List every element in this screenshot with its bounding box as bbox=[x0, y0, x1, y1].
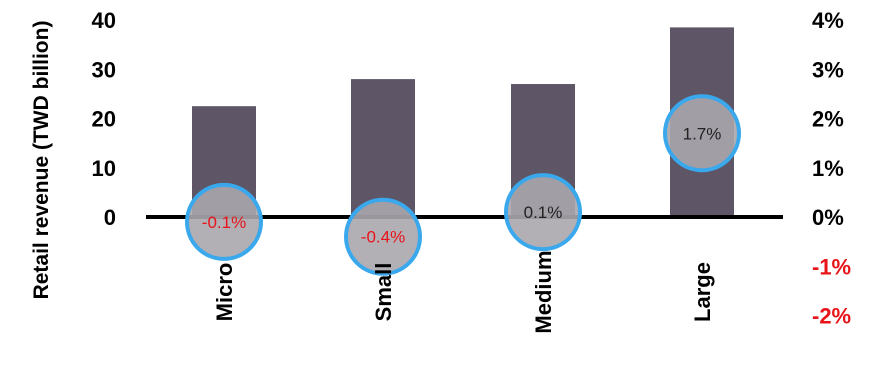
growth-marker-large bbox=[663, 94, 741, 173]
right-tick-label: 0% bbox=[812, 205, 844, 230]
left-axis-ticks: 40 30 20 10 0 bbox=[92, 8, 116, 230]
left-tick-label: 30 bbox=[92, 57, 116, 82]
growth-marker-medium bbox=[504, 173, 582, 252]
markers-group: -0.1% -0.4% 0.1% 1.7% bbox=[185, 94, 741, 276]
right-tick-label: 1% bbox=[812, 156, 844, 181]
growth-marker-small bbox=[344, 197, 422, 276]
bar-small bbox=[351, 79, 415, 217]
category-label-micro: Micro bbox=[212, 263, 237, 322]
category-label-large: Large bbox=[690, 262, 715, 322]
bars-group bbox=[192, 27, 734, 218]
left-tick-label: 10 bbox=[92, 156, 116, 181]
growth-label-medium: 0.1% bbox=[524, 203, 563, 222]
growth-label-small: -0.4% bbox=[361, 228, 405, 247]
left-tick-label: 40 bbox=[92, 8, 116, 33]
right-tick-label: 2% bbox=[812, 107, 844, 132]
category-label-medium: Medium bbox=[531, 250, 556, 333]
right-tick-label: 4% bbox=[812, 8, 844, 33]
growth-marker-micro bbox=[185, 182, 263, 261]
right-axis-ticks: 4% 3% 2% 1% 0% -1% -2% bbox=[812, 8, 851, 329]
y-axis-title: Retail revenue (TWD billion) bbox=[30, 21, 53, 300]
category-labels: Micro Small Medium Large bbox=[212, 250, 715, 333]
right-tick-label: 3% bbox=[812, 57, 844, 82]
growth-label-micro: -0.1% bbox=[202, 213, 246, 232]
growth-label-large: 1.7% bbox=[683, 124, 722, 143]
right-tick-label: -1% bbox=[812, 254, 851, 279]
left-tick-label: 0 bbox=[104, 205, 116, 230]
right-tick-label: -2% bbox=[812, 304, 851, 329]
left-tick-label: 20 bbox=[92, 107, 116, 132]
category-label-small: Small bbox=[371, 263, 396, 322]
